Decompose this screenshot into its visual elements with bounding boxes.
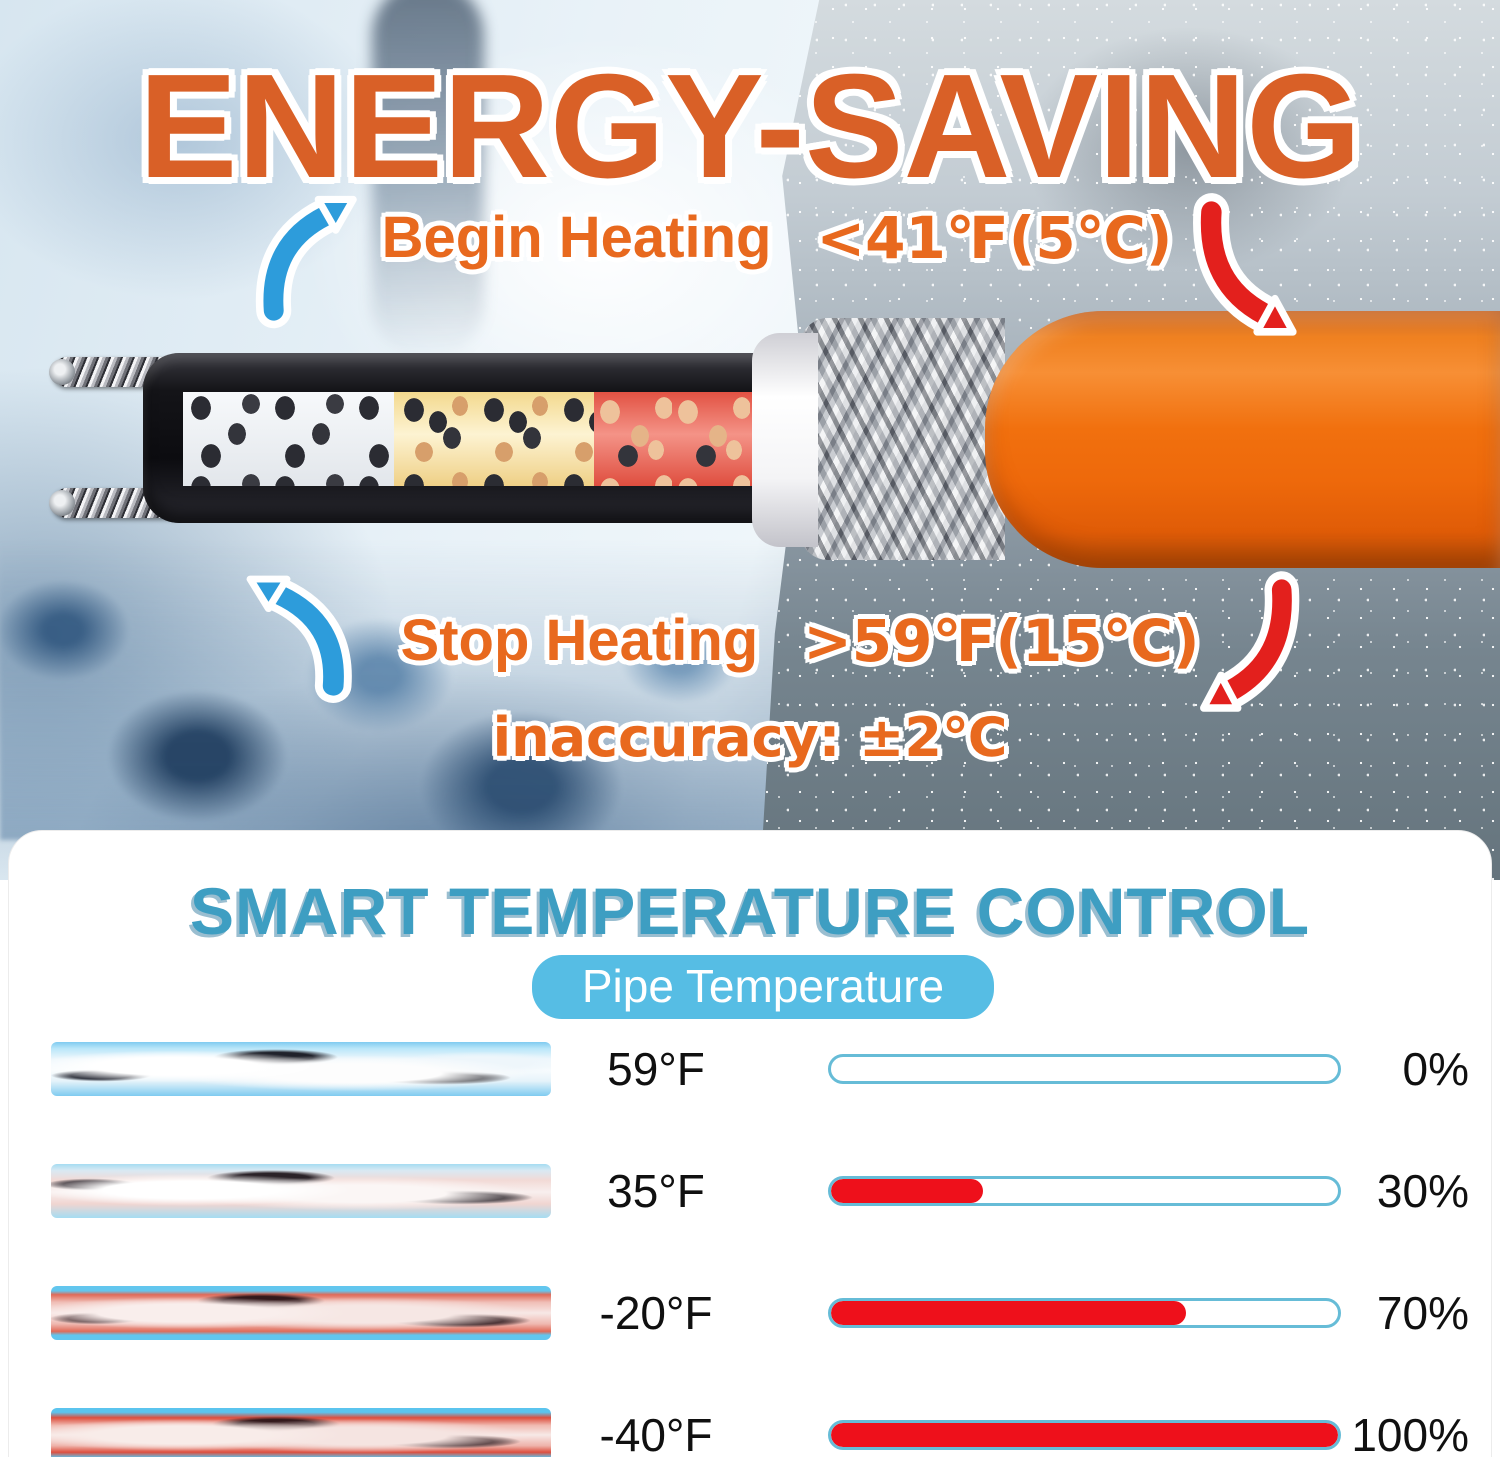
heating-power-fill: [831, 1301, 1186, 1325]
temp-label: 59°F: [607, 1043, 705, 1095]
temp-label: -40°F: [599, 1409, 713, 1457]
heating-power-bar: [828, 1298, 1341, 1328]
braided-shield-layer: [800, 318, 1005, 560]
percent-label: 70%: [1376, 1287, 1469, 1339]
percent-label: 30%: [1376, 1165, 1469, 1217]
section-heading: SMART TEMPERATURE CONTROL: [189, 874, 1311, 948]
pipe-photo-cold: [51, 1286, 551, 1340]
pipe-photo-extreme-cold: [51, 1408, 551, 1457]
heating-cable-illustration: [49, 311, 1500, 568]
heating-power-bar: [828, 1176, 1341, 1206]
inaccuracy-line: inaccuracy: ±2℃: [0, 706, 1500, 769]
core-zone-cold: [183, 392, 394, 486]
percent-label: 0%: [1402, 1043, 1469, 1095]
insulation-sleeve-layer: [752, 333, 818, 547]
water-splash-background: [372, 0, 484, 360]
page-title: ENERGY-SAVING: [138, 44, 1362, 209]
stop-heating-threshold: >59℉(15℃): [803, 607, 1200, 675]
temp-label: 35°F: [607, 1165, 705, 1217]
temperature-row: -40°F 100%: [51, 1407, 1477, 1457]
temperature-row: 59°F 0%: [51, 1041, 1477, 1097]
curved-arrow-down-left-icon: [1200, 571, 1300, 712]
heating-power-bar: [828, 1054, 1341, 1084]
core-zone-warm: [394, 392, 594, 486]
temp-label: -20°F: [599, 1287, 713, 1339]
ice-cubes-background: [0, 540, 790, 840]
conductive-core-cutaway: [183, 392, 758, 486]
begin-heating-threshold: <41℉(5℃): [816, 204, 1173, 272]
temperature-row: 35°F 30%: [51, 1163, 1477, 1219]
temperature-rows: 59°F 0% 35°F 30% -20°F 70: [51, 1041, 1477, 1457]
temperature-row: -20°F 70%: [51, 1285, 1477, 1341]
stop-heating-label: Stop Heating: [400, 608, 759, 673]
inaccuracy-label: inaccuracy: ±2℃: [492, 706, 1008, 769]
begin-heating-line: Begin Heating <41℉(5℃): [27, 204, 1500, 272]
pipe-temperature-badge: Pipe Temperature: [532, 955, 994, 1019]
cable-outer-jacket: [985, 311, 1500, 568]
pipe-photo-cool: [51, 1164, 551, 1218]
heating-power-fill: [831, 1423, 1338, 1447]
percent-label: 100%: [1351, 1409, 1469, 1457]
smart-temperature-control-panel: SMART TEMPERATURE CONTROL Pipe Temperatu…: [8, 830, 1492, 1457]
curved-arrow-up-left-icon: [246, 575, 352, 703]
core-zone-hot: [594, 392, 758, 486]
stop-heating-line: Stop Heating >59℉(15℃): [50, 607, 1500, 675]
curved-arrow-up-right-icon: [255, 195, 357, 329]
curved-arrow-down-right-icon: [1193, 193, 1297, 336]
heating-power-fill: [831, 1179, 984, 1203]
pipe-photo-frozen: [51, 1042, 551, 1096]
begin-heating-label: Begin Heating: [381, 205, 772, 270]
hero-section: ENERGY-SAVING Begin Heating <41℉(5℃) Sto…: [0, 0, 1500, 880]
heating-power-bar: [828, 1420, 1341, 1450]
